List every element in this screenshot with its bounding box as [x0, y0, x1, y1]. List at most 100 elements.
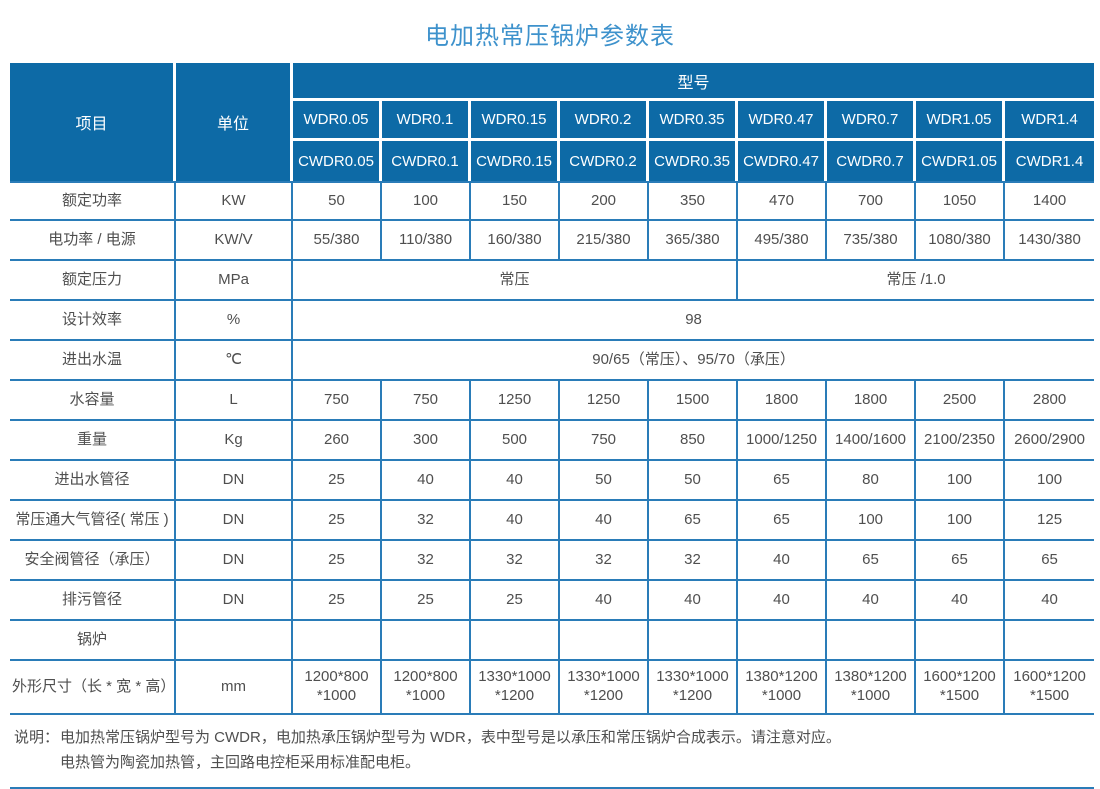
unit-cell: L	[176, 381, 293, 421]
note-line: 电加热常压锅炉型号为 CWDR，电加热承压锅炉型号为 WDR，表中型号是以承压和…	[60, 729, 841, 746]
model-group-header: 型号	[293, 63, 1095, 101]
value-cell: 32	[649, 541, 738, 581]
row-label: 进出水温	[10, 341, 176, 381]
model-header-wdr: WDR1.4	[1005, 101, 1095, 141]
value-cell: 25	[382, 581, 471, 621]
model-header-wdr: WDR0.05	[293, 101, 382, 141]
boiler-parameter-table: 项目 单位 型号 WDR0.05 WDR0.1 WDR0.15 WDR0.2 WDR0.…	[10, 63, 1095, 715]
value-cell: 98	[293, 301, 1095, 341]
value-cell: 55/380	[293, 221, 382, 261]
value-cell: 1600*1200 *1500	[1005, 661, 1095, 715]
value-cell: 495/380	[738, 221, 827, 261]
model-header-wdr: WDR1.05	[916, 101, 1005, 141]
model-header-cwdr: CWDR0.2	[560, 141, 649, 181]
row-label: 安全阀管径（承压）	[10, 541, 176, 581]
unit-cell: mm	[176, 661, 293, 715]
value-cell: 100	[1005, 461, 1095, 501]
unit-cell: ℃	[176, 341, 293, 381]
note-label: 说明：	[14, 729, 60, 746]
table-row: 设计效率% 98	[10, 301, 1095, 341]
value-cell	[827, 621, 916, 661]
row-label: 排污管径	[10, 581, 176, 621]
value-cell: 40	[1005, 581, 1095, 621]
value-cell: 32	[560, 541, 649, 581]
value-cell: 1330*1000 *1200	[649, 661, 738, 715]
table-row: 排污管径 DN 25 25 25 40 40 40 40 40 40	[10, 581, 1095, 621]
value-cell: 65	[827, 541, 916, 581]
note-lines: 电加热常压锅炉型号为 CWDR，电加热承压锅炉型号为 WDR，表中型号是以承压和…	[60, 725, 1094, 775]
value-cell: 500	[471, 421, 560, 461]
row-label: 水容量	[10, 381, 176, 421]
row-label: 额定压力	[10, 261, 176, 301]
value-cell: 1250	[560, 381, 649, 421]
value-cell	[382, 621, 471, 661]
value-cell: 100	[827, 501, 916, 541]
value-cell: 40	[649, 581, 738, 621]
value-cell: 300	[382, 421, 471, 461]
table-row: 锅炉	[10, 621, 1095, 661]
value-cell: 1000/1250	[738, 421, 827, 461]
value-cell: 215/380	[560, 221, 649, 261]
table-row: 重量 Kg 260 300 500 750 850 1000/1250 1400/1600 210…	[10, 421, 1095, 461]
unit-cell: KW	[176, 181, 293, 221]
value-cell: 65	[738, 461, 827, 501]
value-cell: 160/380	[471, 221, 560, 261]
table-row: 额定功率 KW 50 100 150 200 350 470 700 1050 1400	[10, 181, 1095, 221]
model-row-wdr: WDR0.05 WDR0.1 WDR0.15 WDR0.2 WDR0.35 WDR0.47…	[10, 101, 1095, 141]
value-cell: 365/380	[649, 221, 738, 261]
table-header: 项目 单位 型号 WDR0.05 WDR0.1 WDR0.15 WDR0.2 WDR0.…	[10, 63, 1095, 181]
value-cell	[738, 621, 827, 661]
value-cell: 350	[649, 181, 738, 221]
value-cell: 40	[471, 501, 560, 541]
value-cell: 2800	[1005, 381, 1095, 421]
value-cell: 1200*800 *1000	[293, 661, 382, 715]
value-cell	[293, 621, 382, 661]
model-header-cwdr: CWDR0.47	[738, 141, 827, 181]
value-cell: 750	[382, 381, 471, 421]
unit-column-header: 单位	[176, 63, 293, 181]
unit-cell: DN	[176, 541, 293, 581]
model-header-cwdr: CWDR0.1	[382, 141, 471, 181]
value-cell: 2600/2900	[1005, 421, 1095, 461]
unit-cell	[176, 621, 293, 661]
table-row: 进出水管径 DN 25 40 40 50 50 65 80 100 100	[10, 461, 1095, 501]
model-header-wdr: WDR0.35	[649, 101, 738, 141]
value-cell: 200	[560, 181, 649, 221]
value-cell: 40	[560, 581, 649, 621]
row-label: 额定功率	[10, 181, 176, 221]
table-body: 额定功率 KW 50 100 150 200 350 470 700 1050 1400 电功率 / …	[10, 181, 1095, 715]
value-cell: 1330*1000 *1200	[471, 661, 560, 715]
model-header-cwdr: CWDR0.15	[471, 141, 560, 181]
model-header-cwdr: CWDR1.4	[1005, 141, 1095, 181]
value-cell: 100	[916, 461, 1005, 501]
unit-cell: Kg	[176, 421, 293, 461]
value-cell: 1400/1600	[827, 421, 916, 461]
table-row: 外形尺寸（长 * 宽 * 高） mm 1200*800 *1000 1200*800 …	[10, 661, 1095, 715]
value-cell: 750	[293, 381, 382, 421]
value-cell: 25	[293, 501, 382, 541]
value-cell: 40	[916, 581, 1005, 621]
value-cell: 40	[382, 461, 471, 501]
value-cell: 65	[916, 541, 1005, 581]
value-cell: 735/380	[827, 221, 916, 261]
value-cell: 65	[649, 501, 738, 541]
value-cell: 125	[1005, 501, 1095, 541]
value-cell: 1380*1200 *1000	[827, 661, 916, 715]
value-cell: 常压	[293, 261, 738, 301]
unit-cell: DN	[176, 501, 293, 541]
value-cell: 470	[738, 181, 827, 221]
value-cell: 65	[738, 501, 827, 541]
unit-cell: %	[176, 301, 293, 341]
value-cell: 260	[293, 421, 382, 461]
table-row: 进出水温 ℃ 90/65（常压）、95/70（承压）	[10, 341, 1095, 381]
model-row-cwdr: CWDR0.05 CWDR0.1 CWDR0.15 CWDR0.2 CWDR0.35 CW…	[10, 141, 1095, 181]
value-cell: 1500	[649, 381, 738, 421]
value-cell: 65	[1005, 541, 1095, 581]
value-cell: 40	[827, 581, 916, 621]
value-cell: 40	[560, 501, 649, 541]
row-label: 锅炉	[10, 621, 176, 661]
value-cell: 常压 /1.0	[738, 261, 1095, 301]
value-cell: 1200*800 *1000	[382, 661, 471, 715]
value-cell: 100	[382, 181, 471, 221]
